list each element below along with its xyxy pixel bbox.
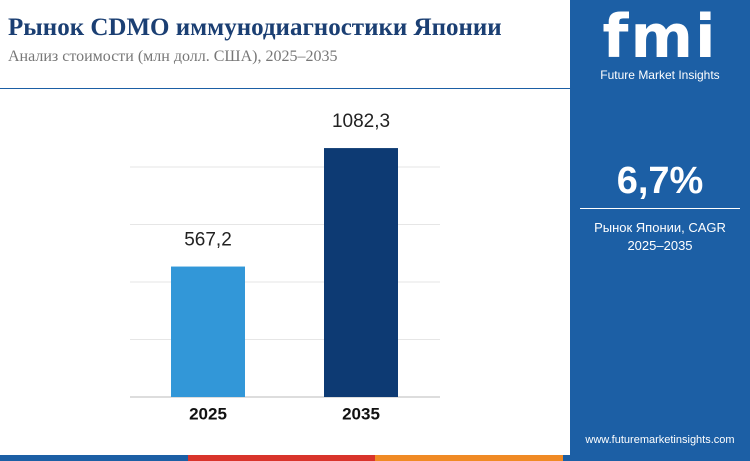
chart-title: Рынок CDMO иммунодиагностики Японии (8, 14, 502, 41)
cagr-label: Рынок Японии, CAGR (594, 220, 726, 235)
x-tick-label: 2035 (342, 404, 380, 423)
value-label: 1082,3 (332, 111, 390, 132)
strip-segment (562, 455, 750, 461)
cagr-period: 2025–2035 (627, 238, 693, 253)
value-label: 567,2 (184, 230, 232, 251)
color-strip (0, 455, 750, 461)
chart-subtitle: Анализ стоимости (млн долл. США), 2025–2… (8, 48, 338, 65)
strip-segment (375, 455, 563, 461)
x-tick-label: 2025 (189, 404, 227, 423)
strip-segment (0, 455, 188, 461)
divider (0, 88, 570, 89)
logo: fmi (602, 2, 718, 72)
side-panel: fmi Future Market Insights 6,7% Рынок Яп… (570, 0, 750, 455)
bar (171, 266, 245, 397)
cagr-value: 6,7% (616, 160, 704, 202)
bar (324, 148, 398, 397)
chart: 2025 567,2 2035 1082,3 (130, 111, 440, 423)
strip-segment (187, 455, 375, 461)
divider (580, 208, 740, 209)
logo-text: Future Market Insights (600, 68, 720, 82)
website: www.futuremarketinsights.com (585, 434, 735, 446)
